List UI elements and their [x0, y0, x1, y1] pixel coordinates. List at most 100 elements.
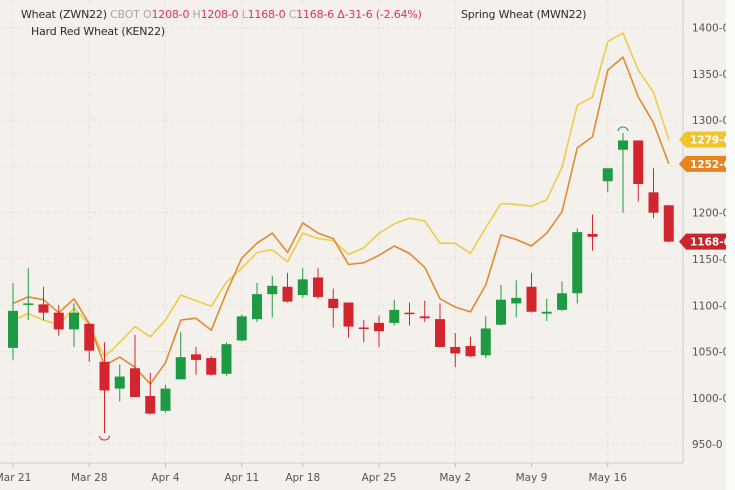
x-tick-label: Apr 25 — [362, 472, 397, 484]
candle-body — [572, 232, 583, 294]
legend-hard-red-wheat: Hard Red Wheat (KEN22) — [31, 25, 165, 38]
y-tick-label: 950-0 — [692, 439, 723, 451]
candle — [267, 275, 278, 318]
candle-body — [252, 294, 262, 320]
candle — [541, 298, 552, 322]
candle-body — [587, 233, 598, 237]
candle-body — [38, 304, 49, 313]
candle — [526, 272, 537, 313]
price-tag-label: 1168-6 — [690, 237, 731, 249]
candle — [252, 283, 262, 322]
candle — [633, 140, 644, 202]
high-label: H — [192, 8, 201, 21]
candle — [572, 228, 583, 304]
candle-body — [450, 346, 461, 354]
x-tick-label: May 16 — [589, 472, 628, 484]
candle — [282, 272, 293, 303]
candle-body — [69, 312, 79, 330]
candle-body — [343, 302, 354, 327]
candle — [38, 286, 49, 321]
price-tag-label: 1279-0 — [690, 135, 731, 147]
wheat-price-tag: 1168-6 — [679, 233, 733, 250]
period-high-marker — [617, 126, 629, 132]
candle-body — [541, 311, 552, 314]
candle-body — [53, 312, 64, 330]
hard-red-wheat-price-tag: 1252-6 — [679, 155, 733, 172]
candle-body — [297, 279, 308, 296]
candle — [358, 320, 369, 343]
period-low-marker — [99, 435, 110, 441]
candle — [511, 280, 522, 318]
candle — [343, 302, 354, 338]
candle — [374, 315, 384, 347]
close-label: C — [288, 8, 297, 21]
candle-body — [313, 277, 323, 297]
candle — [663, 205, 674, 243]
y-tick-label: 1150-0 — [692, 254, 729, 266]
symbol-name: Wheat (ZWN22) — [21, 8, 107, 21]
candle-body — [633, 140, 644, 184]
candle — [496, 284, 506, 326]
y-tick-label: 1100-0 — [692, 300, 729, 312]
candle-body — [84, 323, 95, 351]
candle-body — [99, 361, 110, 391]
candle — [175, 332, 186, 380]
candle-body — [328, 298, 339, 309]
candle-body — [389, 309, 400, 323]
candle-body — [160, 388, 171, 411]
x-tick-label: May 9 — [516, 472, 548, 484]
x-tick-label: May 2 — [439, 472, 471, 484]
candle — [450, 333, 461, 368]
candle — [435, 303, 445, 347]
hard-red-wheat-line — [12, 56, 670, 385]
legend-main: Wheat (ZWN22) CBOT O1208-0 H1208-0 L1168… — [21, 8, 422, 21]
candle-body — [618, 140, 628, 150]
candle — [191, 346, 201, 375]
candle — [480, 316, 491, 359]
candle — [465, 336, 476, 358]
spring-wheat-line — [12, 32, 670, 358]
price-tag-shape — [679, 233, 733, 250]
candle-body — [267, 285, 278, 295]
candle-body — [404, 312, 415, 315]
y-tick-label: 1000-0 — [692, 393, 729, 405]
candle — [602, 168, 613, 193]
low-value: 1168-0 — [247, 8, 286, 21]
candle — [328, 288, 339, 328]
x-tick-label: Mar 21 — [0, 472, 31, 484]
open-label: O — [143, 8, 152, 21]
change-value: Δ-31-6 (-2.64%) — [337, 8, 422, 21]
candle — [618, 133, 628, 213]
x-tick-label: Apr 11 — [224, 472, 259, 484]
candle — [84, 322, 95, 362]
high-value: 1208-0 — [200, 8, 239, 21]
right-edge — [726, 0, 735, 490]
candle-body — [282, 286, 293, 302]
x-tick-label: Apr 18 — [285, 472, 320, 484]
candle — [8, 283, 18, 360]
exchange: CBOT — [110, 8, 140, 21]
low-label: L — [241, 8, 248, 21]
candle — [53, 305, 64, 336]
candle-body — [221, 344, 232, 374]
candle-body — [648, 192, 659, 213]
y-tick-label: 1400-0 — [692, 23, 729, 35]
candle-body — [145, 396, 156, 414]
legend-spring-wheat: Spring Wheat (MWN22) — [461, 8, 587, 21]
spring-wheat-price-tag: 1279-0 — [679, 131, 733, 148]
candle-body — [465, 346, 476, 357]
candle — [419, 300, 430, 322]
candle-body — [480, 328, 491, 356]
candle — [206, 356, 217, 376]
candle — [236, 314, 247, 342]
price-tag-label: 1252-6 — [690, 159, 731, 171]
candle-body — [374, 322, 384, 332]
candle — [297, 268, 308, 298]
candle — [389, 299, 400, 326]
price-tag-shape — [679, 131, 733, 148]
candle-body — [130, 368, 140, 397]
candle-body — [419, 316, 430, 319]
candle — [557, 281, 567, 311]
candle — [69, 303, 79, 347]
